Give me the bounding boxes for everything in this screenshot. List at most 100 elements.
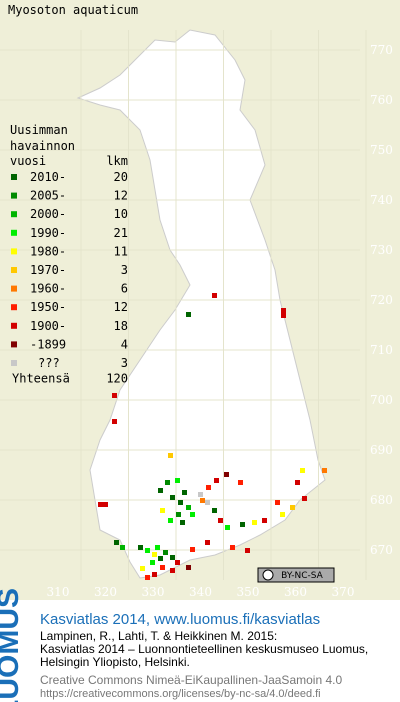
occurrence-square (230, 545, 235, 550)
legend-swatch (11, 248, 17, 255)
legend-count: 11 (114, 244, 128, 258)
legend-swatch (11, 341, 17, 348)
occurrence-square (302, 496, 307, 501)
legend-swatch (11, 304, 17, 311)
northing-label: 760 (370, 93, 393, 107)
occurrence-square (176, 512, 181, 517)
citation: Kasviatlas 2014 – Luonnontieteellinen ke… (40, 642, 368, 656)
map-title: Myosoton aquaticum (8, 3, 138, 17)
total-label: Yhteensä (12, 372, 70, 386)
occurrence-square (140, 566, 145, 571)
easting-label: 350 (237, 585, 260, 599)
legend-swatch (11, 192, 17, 199)
occurrence-square (218, 518, 223, 523)
citation: Lampinen, R., Lahti, T. & Heikkinen M. 2… (40, 629, 277, 643)
occurrence-square (175, 560, 180, 565)
legend-swatch (11, 174, 17, 180)
northing-label: 730 (370, 243, 393, 257)
legend-swatch (11, 322, 17, 329)
occurrence-square (238, 480, 243, 485)
legend-label: 2000- (30, 207, 66, 221)
occurrence-square (224, 472, 229, 477)
occurrence-square (186, 565, 191, 570)
license: Creative Commons Nimeä-EiKaupallinen-Jaa… (40, 673, 342, 687)
occurrence-square (158, 488, 163, 493)
occurrence-square (281, 308, 286, 313)
occurrence-square (240, 522, 245, 527)
legend-count: 12 (114, 189, 128, 203)
legend-swatch (11, 285, 17, 292)
legend-label: 1990- (30, 226, 66, 240)
occurrence-square (112, 419, 117, 424)
occurrence-square (190, 512, 195, 517)
occurrence-square (155, 545, 160, 550)
occurrences (98, 293, 327, 580)
legend-label: 1960- (30, 282, 66, 296)
easting-label: 310 (47, 585, 70, 599)
legend-count: 3 (121, 356, 128, 370)
occurrence-square (170, 555, 175, 560)
occurrence-square (112, 393, 117, 398)
legend-heading: Uusimman (10, 123, 68, 137)
occurrence-square (262, 518, 267, 523)
northing-label: 690 (370, 443, 393, 457)
northing-label: 700 (370, 393, 393, 407)
occurrence-square (165, 480, 170, 485)
occurrence-square (205, 500, 210, 505)
legend-column: lkm (106, 154, 128, 168)
legend-count: 12 (114, 300, 128, 314)
occurrence-square (245, 548, 250, 553)
occurrence-square (198, 492, 203, 497)
legend-label: 1950- (30, 300, 66, 314)
occurrence-square (168, 518, 173, 523)
occurrence-square (175, 478, 180, 483)
occurrence-square (206, 485, 211, 490)
occurrence-square (322, 468, 327, 473)
legend-label: 2005- (30, 189, 66, 203)
occurrence-square (295, 480, 300, 485)
occurrence-square (225, 525, 230, 530)
northing-label: 710 (370, 343, 393, 357)
occurrence-square (300, 468, 305, 473)
occurrence-square (205, 540, 210, 545)
occurrence-square (120, 545, 125, 550)
legend-swatch (11, 267, 17, 273)
occurrence-square (170, 495, 175, 500)
occurrence-square (180, 520, 185, 525)
occurrence-square (145, 575, 150, 580)
legend-heading: havainnon (10, 139, 75, 153)
occurrence-square (103, 502, 108, 507)
occurrence-square (212, 293, 217, 298)
license: https://creativecommons.org/licenses/by-… (40, 688, 321, 700)
occurrence-square (252, 520, 257, 525)
total-value: 120 (106, 372, 128, 386)
legend-label: 1900- (30, 319, 66, 333)
legend-label: 1980- (30, 244, 66, 258)
occurrence-square (190, 547, 195, 552)
occurrence-square (182, 490, 187, 495)
occurrence-square (214, 478, 219, 483)
logo: LUOMUS (0, 588, 25, 702)
legend-count: 6 (121, 282, 128, 296)
occurrence-square (152, 572, 157, 577)
legend-count: 21 (114, 226, 128, 240)
badge-text: BY-NC-SA (281, 571, 324, 581)
occurrence-square (178, 500, 183, 505)
northing-label: 740 (370, 193, 393, 207)
easting-label: 360 (284, 585, 307, 599)
occurrence-square (290, 505, 295, 510)
occurrence-square (152, 552, 157, 557)
easting-label: 370 (332, 585, 355, 599)
legend-label: 1970- (30, 263, 66, 277)
legend-count: 10 (114, 207, 128, 221)
northing-label: 720 (370, 293, 393, 307)
easting-label: 320 (94, 585, 117, 599)
legend: 2010- 20 2005- 12 2000- 10 1990- 21 1980- 11 1970-… (11, 170, 128, 386)
easting-label: 330 (142, 585, 165, 599)
legend-swatch (11, 211, 17, 218)
occurrence-square (98, 502, 103, 507)
finland-outline (76, 29, 326, 579)
northing-label: 680 (370, 493, 393, 507)
